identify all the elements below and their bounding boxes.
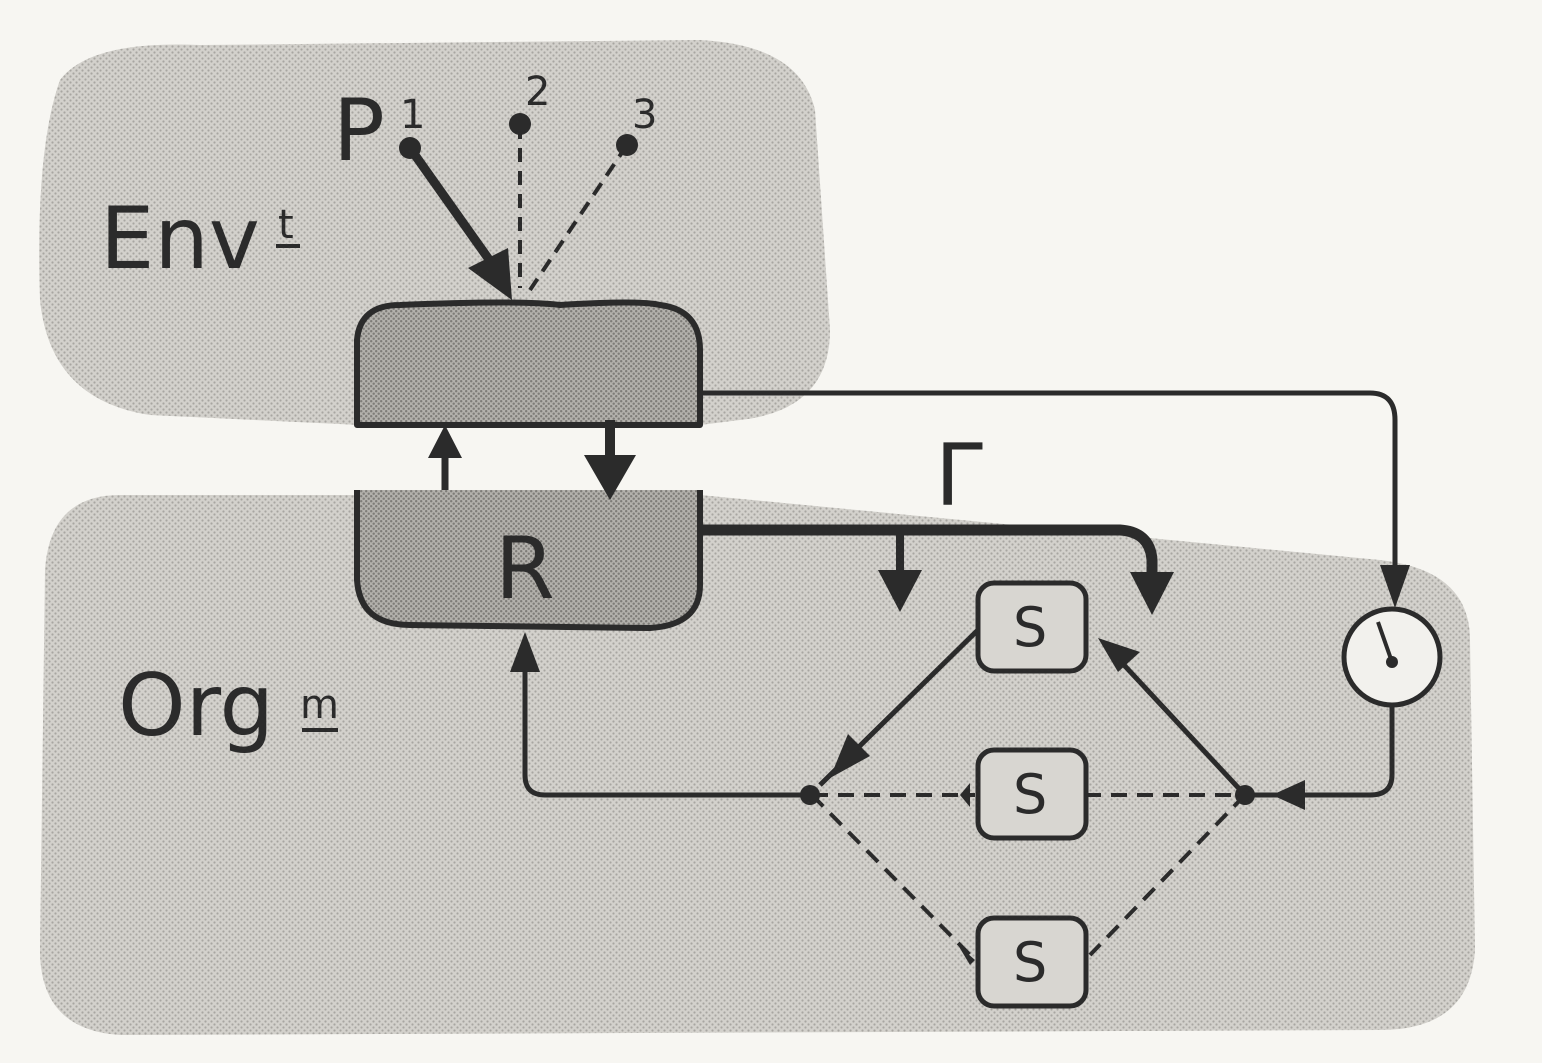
left-node bbox=[800, 785, 820, 805]
dial-input-line bbox=[700, 390, 1398, 585]
gamma-end-arrowhead bbox=[1130, 572, 1174, 615]
s-box-bottom bbox=[975, 915, 1089, 1009]
dial-needle bbox=[1376, 621, 1394, 663]
gamma-branch-arrowhead bbox=[878, 570, 922, 612]
label-org-sup: m bbox=[300, 682, 339, 728]
receptor-lower bbox=[354, 490, 703, 631]
source-dot-2 bbox=[509, 113, 531, 135]
label-s1: S bbox=[1013, 596, 1047, 659]
label-env-sup: t bbox=[278, 202, 294, 248]
source-dot-1 bbox=[399, 137, 421, 159]
return-to-receptor-arrowhead bbox=[510, 632, 540, 672]
label-org: Org bbox=[118, 656, 274, 756]
dashed-arrowhead-mid bbox=[960, 783, 970, 807]
s1-to-left-node-arrowhead bbox=[830, 734, 870, 778]
dial-input-arrowhead bbox=[1380, 565, 1410, 608]
return-to-receptor bbox=[522, 660, 808, 798]
dial-return-line bbox=[1248, 705, 1395, 798]
label-gamma: Γ bbox=[935, 426, 983, 526]
right-node-to-s1-arrowhead bbox=[1098, 638, 1140, 672]
label-env: Env bbox=[100, 189, 260, 289]
label-s2: S bbox=[1013, 763, 1047, 826]
dial-pivot bbox=[1386, 656, 1398, 668]
organism-region bbox=[40, 495, 1475, 1035]
stimulus-lines bbox=[406, 125, 629, 292]
s-box-middle bbox=[975, 747, 1089, 841]
source-dot-3 bbox=[616, 134, 638, 156]
dashed-paths bbox=[810, 793, 1247, 957]
dashed-arrowhead-bottom bbox=[958, 945, 975, 965]
right-node-to-s1 bbox=[1108, 648, 1247, 797]
gap-down-arrow bbox=[584, 420, 636, 500]
s-box-top bbox=[975, 580, 1089, 674]
label-p1: 1 bbox=[400, 92, 425, 138]
label-reagent: R bbox=[495, 519, 555, 619]
dial-return-arrowhead bbox=[1272, 780, 1305, 810]
receptor-upper bbox=[354, 299, 703, 428]
gap-up-arrow bbox=[428, 425, 462, 490]
label-p3: 3 bbox=[632, 92, 657, 138]
right-node bbox=[1235, 785, 1255, 805]
stimulus-arrowhead bbox=[468, 248, 512, 300]
gamma-channel bbox=[700, 524, 1158, 590]
label-s3: S bbox=[1013, 931, 1047, 994]
label-p: P bbox=[333, 81, 385, 181]
label-p2: 2 bbox=[525, 69, 550, 115]
